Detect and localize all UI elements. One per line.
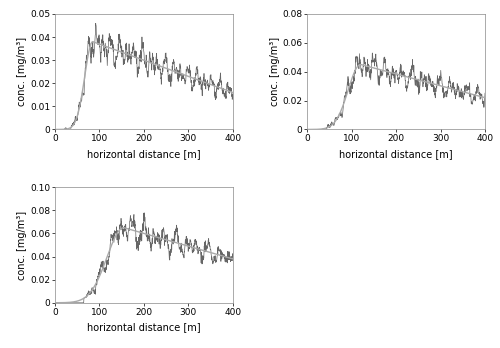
Y-axis label: conc. [mg/m³]: conc. [mg/m³] xyxy=(17,37,27,106)
Y-axis label: conc. [mg/m³]: conc. [mg/m³] xyxy=(270,37,280,106)
Y-axis label: conc. [mg/m³]: conc. [mg/m³] xyxy=(17,211,27,279)
X-axis label: horizontal distance [m]: horizontal distance [m] xyxy=(340,149,453,159)
X-axis label: horizontal distance [m]: horizontal distance [m] xyxy=(87,322,200,332)
X-axis label: horizontal distance [m]: horizontal distance [m] xyxy=(87,149,200,159)
